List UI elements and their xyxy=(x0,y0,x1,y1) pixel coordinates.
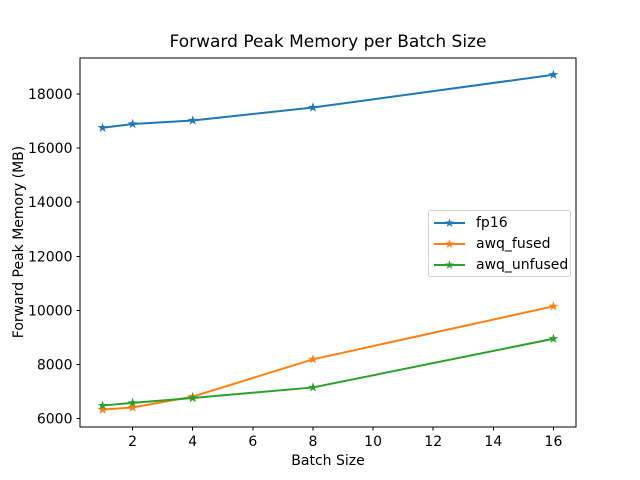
data-point-marker-fp16 xyxy=(548,69,559,79)
data-point-marker-awq_unfused xyxy=(97,400,108,410)
y-tick-label: 6000 xyxy=(37,412,73,428)
y-axis-label: Forward Peak Memory (MB) xyxy=(11,146,27,338)
x-tick-label: 12 xyxy=(424,434,442,450)
legend-item-awq-unfused: awq_unfused xyxy=(433,254,568,275)
plot-spines xyxy=(79,57,577,428)
x-tick-label: 16 xyxy=(545,434,563,450)
legend-marker xyxy=(444,238,455,248)
legend-marker xyxy=(444,217,455,227)
data-point-marker-fp16 xyxy=(308,102,318,112)
y-tick-label: 12000 xyxy=(28,249,73,265)
series-line-awq_unfused xyxy=(101,337,555,407)
legend-marker xyxy=(444,259,455,269)
axes-layer: 2 4 6 8 10 12 14 16 6000 8000 10000 12000 14000 16000… xyxy=(28,57,577,450)
data-point-marker-awq_unfused xyxy=(187,392,198,403)
series-line-fp16 xyxy=(101,73,555,129)
data-point-marker-fp16 xyxy=(127,118,138,129)
data-point-marker-awq_fused xyxy=(97,404,108,414)
data-point-marker-awq_unfused xyxy=(127,397,138,408)
x-tick-label: 4 xyxy=(188,434,197,450)
y-tick-label: 10000 xyxy=(28,303,73,319)
y-tick-label: 8000 xyxy=(37,357,73,373)
legend-line-icon xyxy=(434,217,465,227)
data-point-marker-awq_unfused xyxy=(308,382,318,392)
y-tick-label: 14000 xyxy=(28,195,73,211)
series-layer xyxy=(97,69,559,414)
legend-label: awq_unfused xyxy=(476,256,569,273)
data-point-marker-awq_fused xyxy=(127,402,138,412)
data-point-marker-fp16 xyxy=(187,115,198,125)
x-tick-label: 2 xyxy=(128,434,137,450)
x-tick-label: 14 xyxy=(484,434,502,450)
data-point-marker-fp16 xyxy=(97,122,108,132)
data-point-marker-awq_unfused xyxy=(548,333,559,343)
legend-label: fp16 xyxy=(476,214,508,231)
data-point-marker-awq_fused xyxy=(548,301,559,311)
legend: fp16 awq_fused awq_unfused xyxy=(428,210,571,277)
x-tick-label: 10 xyxy=(364,434,382,450)
legend-label: awq_fused xyxy=(476,235,551,252)
x-tick-label: 8 xyxy=(309,434,318,450)
data-point-marker-awq_fused xyxy=(308,354,318,364)
legend-line-icon xyxy=(434,259,465,269)
y-tick-label: 16000 xyxy=(28,141,73,157)
legend-item-fp16: fp16 xyxy=(433,212,564,233)
x-axis-label: Batch Size xyxy=(291,453,364,469)
x-tick-label: 6 xyxy=(248,434,257,450)
series-line-awq_fused xyxy=(101,305,555,411)
legend-line-icon xyxy=(434,238,465,248)
chart-title: Forward Peak Memory per Batch Size xyxy=(170,32,487,52)
legend-item-awq-fused: awq_fused xyxy=(433,233,564,254)
y-tick-label: 18000 xyxy=(28,87,73,103)
